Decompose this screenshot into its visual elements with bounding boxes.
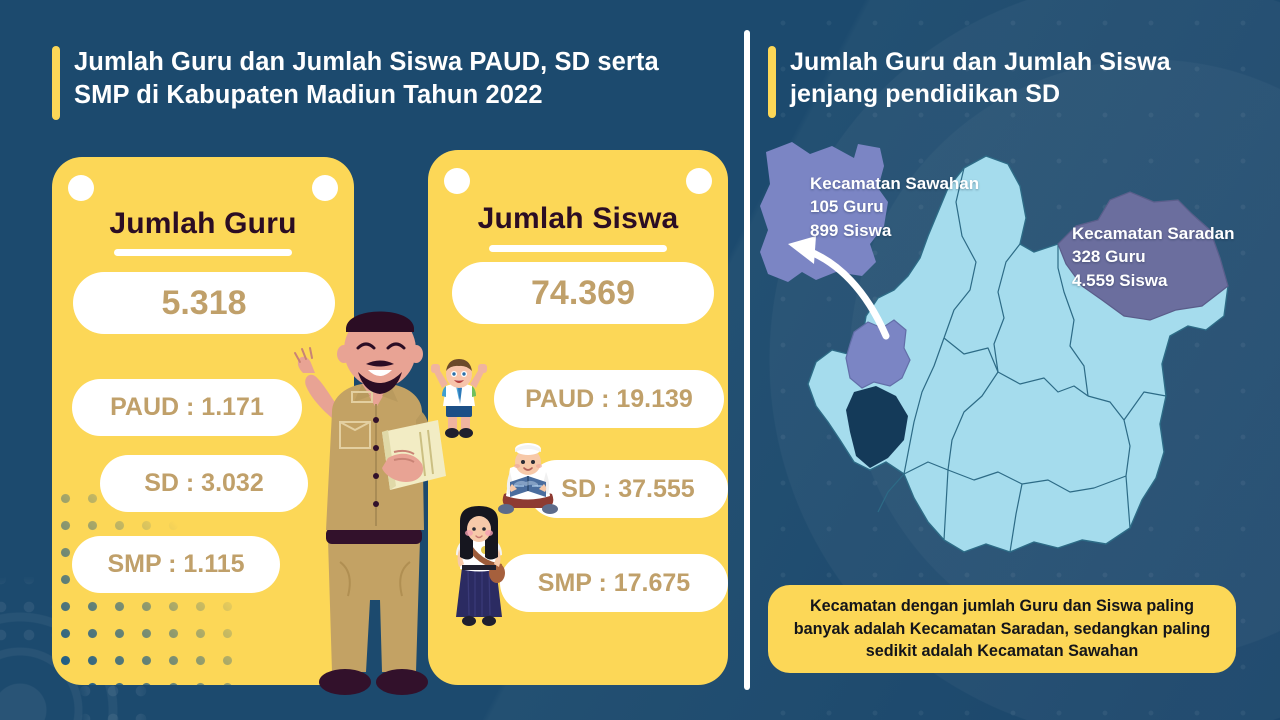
card-corner-dot-left (68, 175, 94, 201)
map-label-sawahan: Kecamatan Sawahan 105 Guru 899 Siswa (810, 172, 979, 242)
siswa-smp-value: SMP : 17.675 (500, 554, 728, 612)
right-title-text: Jumlah Guru dan Jumlah Siswa jenjang pen… (790, 48, 1171, 108)
map-inset-dark (846, 386, 908, 468)
student-reading-illustration (492, 442, 564, 522)
title-accent-bar (52, 46, 60, 120)
left-panel-title: Jumlah Guru dan Jumlah Siswa PAUD, SD se… (52, 46, 712, 120)
map-label-saradan-guru: 328 Guru (1072, 247, 1146, 267)
card-title-guru: Jumlah Guru (109, 207, 297, 240)
madiun-regency-map (758, 140, 1270, 580)
siswa-paud-value: PAUD : 19.139 (494, 370, 724, 428)
siswa-total-value: 74.369 (452, 262, 714, 324)
student-girl-illustration (448, 505, 510, 630)
map-label-saradan-name: Kecamatan Saradan (1072, 224, 1235, 243)
siswa-sd-value: SD : 37.555 (528, 460, 728, 518)
map-label-sawahan-guru: 105 Guru (810, 197, 884, 217)
guru-sd-value: SD : 3.032 (100, 455, 308, 512)
summary-note-text: Kecamatan dengan jumlah Guru dan Siswa p… (793, 597, 1211, 661)
card-corner-dot-right (686, 168, 712, 194)
title-accent-bar (768, 46, 776, 118)
left-title-text: Jumlah Guru dan Jumlah Siswa PAUD, SD se… (74, 48, 659, 109)
stat-card-guru: Jumlah Guru 5.318 PAUD : 1.171 SD : 3.03… (52, 157, 354, 685)
guru-smp-value: SMP : 1.115 (72, 536, 280, 593)
map-pointer-arrow (788, 236, 890, 340)
guru-paud-value: PAUD : 1.171 (72, 379, 302, 436)
panel-divider (744, 30, 750, 690)
map-label-sawahan-siswa: 899 Siswa (810, 220, 892, 240)
right-panel-title: Jumlah Guru dan Jumlah Siswa jenjang pen… (768, 46, 1238, 118)
teacher-illustration (270, 300, 485, 720)
card-corner-dot-right (312, 175, 338, 201)
map-region-saradan (1057, 191, 1229, 321)
map-label-saradan: Kecamatan Saradan 328 Guru 4.559 Siswa (1072, 222, 1235, 292)
card-title-underline (489, 245, 667, 252)
card-corner-dot-left (444, 168, 470, 194)
card-title-underline (114, 249, 292, 256)
map-label-saradan-siswa: 4.559 Siswa (1072, 270, 1168, 290)
card-title-siswa: Jumlah Siswa (477, 202, 679, 235)
summary-note-box: Kecamatan dengan jumlah Guru dan Siswa p… (768, 585, 1236, 673)
map-region-sawahan (845, 319, 911, 389)
guru-total-value: 5.318 (73, 272, 335, 334)
student-boy-illustration (428, 358, 490, 440)
map-label-sawahan-name: Kecamatan Sawahan (810, 174, 980, 193)
